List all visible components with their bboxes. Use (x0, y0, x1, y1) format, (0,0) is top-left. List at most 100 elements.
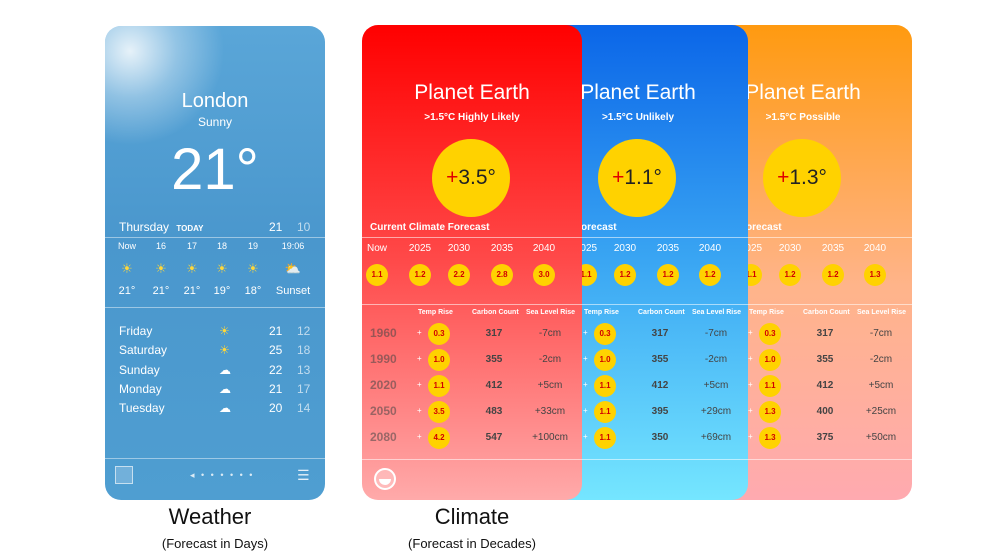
carbon-count: 412 (485, 380, 503, 391)
row-year: 2020 (370, 378, 397, 392)
temp-rise-badge: 1.3 (759, 401, 781, 423)
plus-sign: + (748, 328, 753, 337)
temp-rise-badge: 1.1 (594, 401, 616, 423)
today-row: Thursday TODAY (119, 220, 204, 234)
forecast-year: 2035 (656, 243, 680, 254)
page-indicator[interactable]: ◂ • • • • • • (190, 470, 255, 480)
daily-row: Sunday ☁ 22 13 (119, 363, 315, 381)
weather-caption: Weather (168, 504, 252, 529)
divider (105, 307, 325, 308)
header-carbon-count: Carbon Count (803, 309, 850, 316)
sea-level-rise: +5cm (868, 380, 894, 391)
list-icon[interactable]: ☰ (297, 467, 310, 483)
weather-condition: Sunny (197, 115, 233, 129)
card-content: Planet Earth>1.5°C Unlikely+1.1°Climate … (528, 25, 748, 500)
row-year: 1990 (370, 352, 397, 366)
forecast-year: 2025 (739, 243, 763, 254)
hour-temp: Sunset (275, 285, 311, 297)
climate-caption: Climate (434, 504, 510, 529)
plus-sign: + (446, 166, 459, 189)
row-year: 2050 (370, 404, 397, 418)
plus-sign: + (417, 328, 422, 337)
card-title: Planet Earth (580, 81, 696, 104)
temp-rise-badge: 1.0 (759, 349, 781, 371)
plus-sign: + (583, 432, 588, 441)
sun-icon: ☀ (216, 261, 228, 276)
plus-sign: + (417, 354, 422, 363)
sea-level-rise: -2cm (704, 354, 728, 365)
card-title: Planet Earth (745, 81, 861, 104)
forecast-dot: 1.1 (366, 264, 388, 286)
forecast-year: 2035 (821, 243, 845, 254)
temp-rise-badge: 1.0 (594, 349, 616, 371)
header-carbon-count: Carbon Count (472, 309, 519, 316)
city-name: London (181, 90, 249, 112)
plus-sign: + (748, 354, 753, 363)
hour-time: 17 (186, 241, 197, 251)
header-sea-level: Sea Level Rise (526, 309, 576, 316)
carbon-count: 355 (485, 354, 503, 365)
day-low: 12 (297, 324, 311, 338)
hour-temp: 19° (213, 285, 231, 297)
carbon-count: 317 (485, 328, 503, 339)
day-low: 14 (297, 401, 311, 416)
hour-temp: 18° (244, 285, 262, 297)
sun-icon: ☀ (219, 324, 230, 338)
weather-app-screen: London Sunny 21° Thursday TODAY 21 10 No… (105, 26, 325, 500)
divider (362, 304, 582, 305)
carbon-count: 355 (651, 354, 669, 365)
card-subtitle: >1.5°C Highly Likely (424, 112, 520, 123)
carbon-count: 412 (816, 380, 834, 391)
forecast-year: Now (366, 243, 387, 254)
plus-sign: + (417, 406, 422, 415)
sea-level-rise: -7cm (704, 328, 728, 339)
rain-cloud-icon: ☁ (219, 401, 231, 416)
weather-subcaption: (Forecast in Days) (161, 536, 269, 551)
hour-time: 16 (155, 241, 166, 251)
sea-level-rise: +5cm (537, 380, 563, 391)
divider (528, 237, 748, 238)
sea-level-rise: -7cm (869, 328, 893, 339)
sea-level-rise: +100cm (532, 432, 568, 443)
forecast-dot: 1.2 (409, 264, 431, 286)
divider (693, 304, 912, 305)
today-low: 10 (297, 220, 311, 234)
temp-rise-badge: 3.5 (428, 401, 450, 423)
forecast-year: 2040 (863, 243, 887, 254)
forecast-year: 2025 (574, 243, 598, 254)
forecast-dot: 2.2 (448, 264, 470, 286)
sunset-icon: ⛅ (284, 261, 302, 276)
today-high: 21 (269, 220, 283, 234)
temp-rise-badge: 1.1 (594, 375, 616, 397)
plus-sign: + (612, 166, 625, 189)
day-high: 20 (269, 401, 283, 416)
temp-rise-badge: 1.3 (759, 427, 781, 449)
forecast-year: 2035 (490, 243, 514, 254)
forecast-year: 2030 (447, 243, 471, 254)
plus-sign: + (748, 380, 753, 389)
current-temperature: 21° (171, 137, 259, 202)
day-name: Friday (119, 324, 153, 338)
card-subtitle: >1.5°C Possible (765, 112, 841, 123)
daily-row: Friday ☀ 21 12 (119, 324, 315, 342)
sea-level-rise: -7cm (538, 328, 562, 339)
weather-channel-icon[interactable] (115, 466, 133, 484)
forecast-year: 2040 (532, 243, 556, 254)
forecast-dot: 2.8 (491, 264, 513, 286)
forecast-dot: 1.2 (657, 264, 679, 286)
card-subtitle: >1.5°C Unlikely (601, 112, 675, 123)
plus-sign: + (583, 380, 588, 389)
forecast-value: 1.1° (624, 166, 662, 189)
plus-sign: + (583, 406, 588, 415)
day-name: Tuesday (119, 401, 165, 416)
climate-card-highly-likely[interactable]: Planet Earth >1.5°C Highly Likely +3.5° Cur… (362, 25, 582, 500)
forecast-value: 1.3° (789, 166, 827, 189)
temp-rise-badge: 0.3 (428, 323, 450, 345)
sun-icon: ☀ (219, 343, 230, 358)
forecast-dot: 1.2 (699, 264, 721, 286)
carbon-count: 483 (485, 406, 503, 417)
divider (362, 237, 582, 238)
plus-sign: + (583, 354, 588, 363)
temp-rise-badge: 1.1 (428, 375, 450, 397)
plus-sign: + (748, 432, 753, 441)
